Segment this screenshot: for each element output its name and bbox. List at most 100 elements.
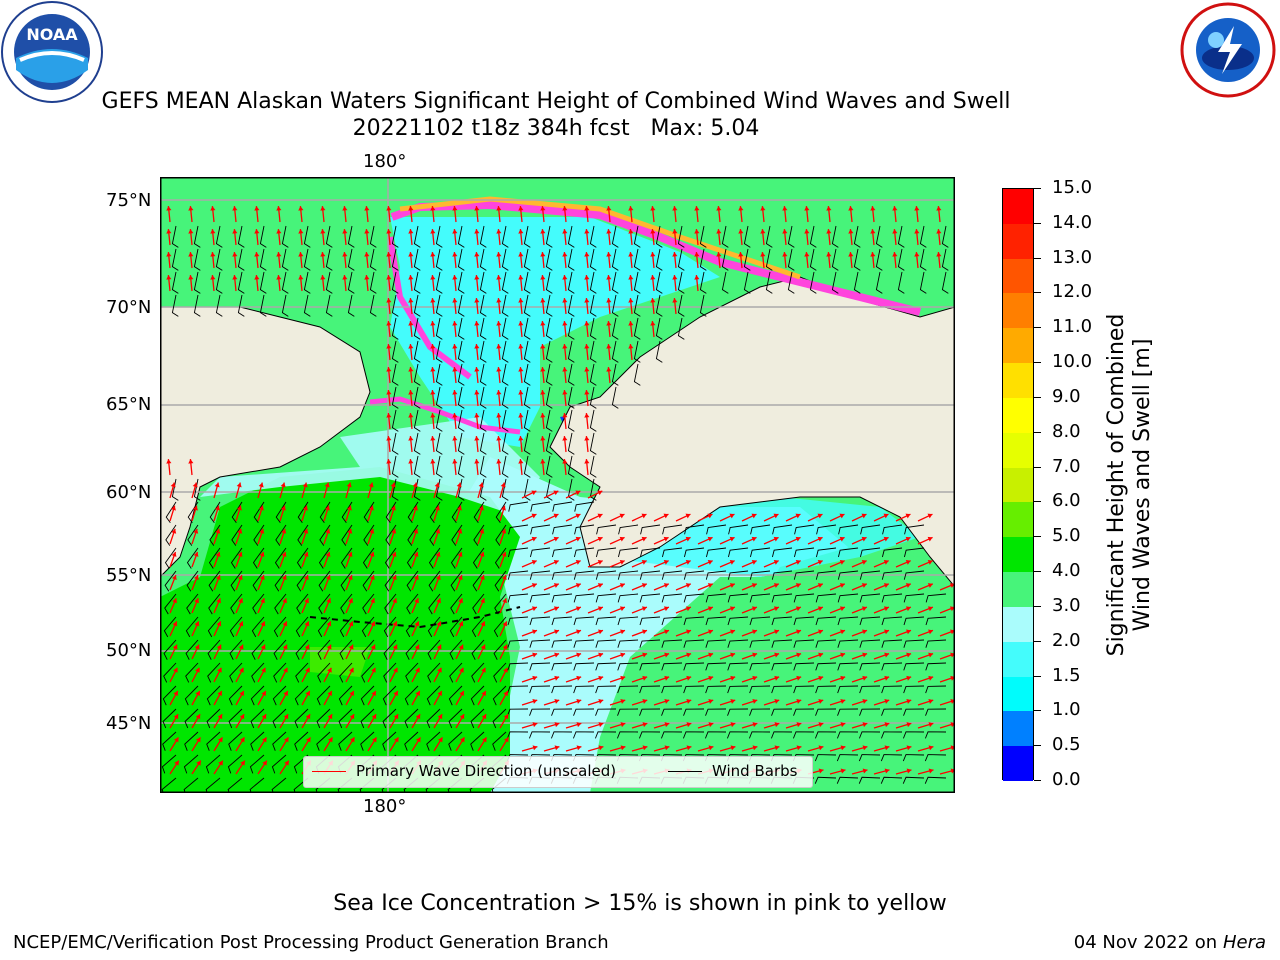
wind-barb xyxy=(347,225,355,248)
wind-barb xyxy=(567,317,575,340)
wave-arrow-head xyxy=(562,252,568,257)
wind-barb xyxy=(413,455,421,478)
wave-arrow-head xyxy=(672,298,678,303)
wind-barb xyxy=(902,776,925,784)
wind-barb xyxy=(162,708,177,729)
wave-arrow-head xyxy=(452,229,458,234)
wind-barb xyxy=(341,524,353,546)
wave-arrow-head xyxy=(862,652,868,658)
wind-barb xyxy=(567,225,575,248)
wind-barb xyxy=(528,731,551,739)
wind-barb xyxy=(529,593,551,603)
wave-arrow-head xyxy=(474,459,480,464)
wind-barb xyxy=(250,685,265,706)
wind-barb xyxy=(545,340,553,363)
wave-arrow-head xyxy=(435,551,441,557)
wave-arrow-head xyxy=(166,275,172,280)
wave-arrow-head xyxy=(531,606,537,612)
wave-arrow-head xyxy=(172,644,178,650)
wave-arrow-head xyxy=(575,583,581,588)
wave-arrow-head xyxy=(606,321,612,326)
wind-barb xyxy=(252,593,265,615)
wind-barb xyxy=(229,662,243,683)
wind-barb xyxy=(501,340,509,363)
wave-arrow-head xyxy=(862,629,867,635)
wind-barb xyxy=(705,639,727,648)
wind-barb xyxy=(919,271,927,294)
wind-barb xyxy=(815,570,837,580)
wave-arrow-head xyxy=(540,321,546,326)
wave-arrow-head xyxy=(738,252,744,257)
wind-barb xyxy=(163,639,177,660)
wave-arrow-head xyxy=(606,252,612,257)
wave-arrow-head xyxy=(707,583,713,588)
wave-arrow-head xyxy=(584,367,590,372)
wave-direction-swatch xyxy=(312,771,346,772)
wave-arrow-head xyxy=(195,714,201,720)
wave-arrow-head xyxy=(928,722,934,728)
wave-arrow-head xyxy=(503,737,509,743)
wind-barb xyxy=(853,225,861,248)
wave-arrow-head xyxy=(364,229,370,234)
wave-arrow-head xyxy=(474,252,480,257)
wave-arrow-head xyxy=(620,652,626,658)
wave-arrow-head xyxy=(408,275,414,280)
wind-barb xyxy=(567,363,575,386)
wave-arrow-head xyxy=(302,505,308,511)
wave-arrow-head xyxy=(795,583,801,588)
colorbar-segment xyxy=(1003,397,1033,434)
wind-barb xyxy=(385,524,397,546)
wave-arrow-head xyxy=(606,367,612,372)
wave-arrow-head xyxy=(531,490,537,496)
wind-barb xyxy=(523,409,531,432)
wind-barb xyxy=(726,731,749,739)
wind-barb xyxy=(859,593,881,603)
wind-barb xyxy=(428,570,441,592)
wind-barb xyxy=(727,639,749,648)
wind-barb xyxy=(677,225,685,248)
wind-barb xyxy=(616,731,639,739)
wave-arrow-head xyxy=(298,229,304,234)
wind-barb xyxy=(902,731,925,739)
wave-arrow-head xyxy=(305,667,310,673)
wave-arrow-head xyxy=(281,551,287,557)
wind-barb xyxy=(363,524,375,546)
wind-barb xyxy=(523,271,531,294)
wave-arrow-head xyxy=(642,675,648,681)
wave-arrow-head xyxy=(927,513,933,519)
wave-arrow-head xyxy=(752,698,758,704)
wind-barb xyxy=(683,639,705,648)
wind-barb xyxy=(471,639,485,660)
wave-arrow-head xyxy=(210,229,216,234)
wind-barb xyxy=(772,524,793,535)
wave-arrow-head xyxy=(664,745,670,751)
wave-arrow-head xyxy=(575,536,581,542)
wave-arrow-head xyxy=(729,606,735,612)
wave-arrow-head xyxy=(540,436,546,441)
wave-arrow-head xyxy=(452,344,458,349)
wind-barb xyxy=(435,225,443,248)
colorbar-tick-mark xyxy=(1034,396,1041,398)
wave-arrow-head xyxy=(283,737,289,743)
wind-barb xyxy=(793,662,815,671)
wind-barb xyxy=(836,754,859,762)
wind-barb xyxy=(880,754,903,762)
wind-barb xyxy=(859,685,881,694)
wave-arrow-head xyxy=(870,229,876,234)
wave-arrow-head xyxy=(694,275,700,280)
chart-subtitle: 20221102 t18z 384h fcst Max: 5.04 xyxy=(352,116,760,141)
wind-barb xyxy=(448,685,463,706)
wind-barb xyxy=(360,708,375,729)
wind-barb xyxy=(794,524,815,535)
wind-barb xyxy=(595,639,617,648)
wave-arrow-head xyxy=(408,390,414,395)
wind-barb xyxy=(470,685,485,706)
wind-barb xyxy=(340,570,353,592)
wind-barb xyxy=(853,248,861,271)
wave-arrow-head xyxy=(347,528,353,534)
wind-barb xyxy=(472,547,485,569)
wave-arrow-head xyxy=(650,321,656,326)
land-alaska xyxy=(549,276,955,588)
wind-barb xyxy=(655,294,663,317)
wave-arrow-head xyxy=(281,528,287,534)
